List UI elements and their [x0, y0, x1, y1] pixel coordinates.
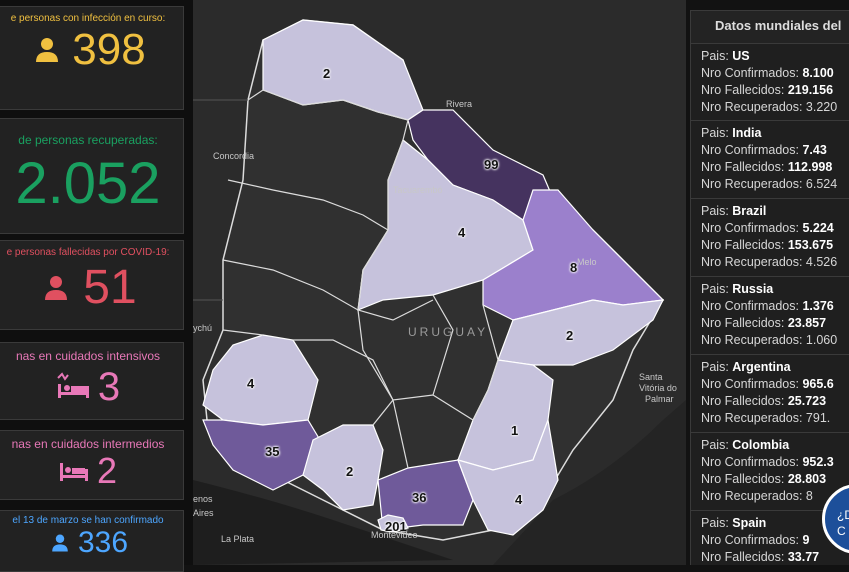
list-item[interactable]: Pais: Argentina Nro Confirmados: 965.6 N… [690, 355, 849, 433]
dept-value-cerro-largo: 8 [570, 260, 578, 275]
list-item[interactable]: Pais: Colombia Nro Confirmados: 952.3 Nr… [690, 433, 849, 511]
active-cases-card: e personas con infección en curso: 398 [0, 6, 184, 110]
dept-value-artigas: 2 [323, 66, 331, 81]
city-rivera: Rivera [446, 99, 473, 109]
help-button-line1: ¿D [837, 508, 849, 522]
dept-value-tacuarembo: 4 [458, 225, 466, 240]
intermediate-care-card: nas en cuidados intermedios 2 [0, 430, 184, 500]
icu-bed-icon [57, 372, 89, 398]
world-data-title: Datos mundiales del [690, 10, 849, 44]
dept-value-maldonado: 4 [515, 492, 523, 507]
dept-san-jose[interactable] [302, 424, 384, 511]
uruguay-map[interactable]: Rivera Concordia Tacuarembó Melo ychú en… [193, 0, 686, 565]
icu-value: 3 [97, 365, 121, 409]
city-tacuarembo: Tacuarembó [393, 185, 443, 195]
deaths-card: e personas fallecidas por COVID-19: 51 [0, 240, 184, 330]
city-santa-vitoria-3: Palmar [645, 394, 674, 404]
intermediate-care-value: 2 [96, 450, 118, 491]
world-data-panel: Datos mundiales del Pais: US Nro Confirm… [686, 0, 849, 565]
dept-value-san-jose: 2 [346, 464, 354, 479]
city-concordia: Concordia [213, 151, 255, 161]
active-cases-value: 398 [72, 25, 146, 74]
dept-value-rivera: 99 [484, 157, 499, 172]
city-paysandu: ychú [193, 323, 213, 333]
list-item[interactable]: Pais: Brazil Nro Confirmados: 5.224 Nro … [690, 199, 849, 277]
total-confirmed-value: 336 [77, 526, 129, 559]
help-button-line2: C [837, 524, 846, 538]
dept-value-montevideo: 201 [385, 519, 407, 534]
dept-value-canelones: 36 [412, 490, 427, 505]
icu-label: nas en cuidados intensivos [15, 349, 161, 363]
city-la-plata: La Plata [221, 534, 255, 544]
dept-value-colonia: 35 [265, 444, 280, 459]
person-icon [52, 534, 68, 552]
list-item[interactable]: Pais: India Nro Confirmados: 7.43 Nro Fa… [690, 121, 849, 199]
list-item[interactable]: Pais: US Nro Confirmados: 8.100 Nro Fall… [690, 43, 849, 121]
intermediate-care-label: nas en cuidados intermedios [11, 437, 165, 451]
deaths-value: 51 [83, 261, 137, 314]
country-list[interactable]: Pais: US Nro Confirmados: 8.100 Nro Fall… [690, 43, 849, 565]
dept-value-treinta-y-tres: 2 [566, 328, 574, 343]
city-buenos-aires-2: Aires [193, 508, 214, 518]
total-confirmed-card: el 13 de marzo se han confirmado 336 [0, 510, 184, 572]
dept-value-lavalleja: 1 [511, 423, 519, 438]
city-montevideo: Montevideo [371, 530, 418, 540]
deaths-label: e personas fallecidas por COVID-19: [6, 247, 170, 258]
recovered-label: de personas recuperadas: [18, 133, 158, 147]
city-buenos-aires-1: enos [193, 494, 213, 504]
city-santa-vitoria-2: Vitória do [639, 383, 677, 393]
list-item[interactable]: Pais: Russia Nro Confirmados: 1.376 Nro … [690, 277, 849, 355]
icu-card: nas en cuidados intensivos 3 [0, 342, 184, 420]
recovered-card: de personas recuperadas: 2.052 [0, 118, 184, 234]
dept-value-soriano: 4 [247, 376, 255, 391]
map-canvas[interactable] [193, 0, 686, 565]
person-icon [45, 276, 68, 300]
dept-montevideo[interactable] [377, 514, 409, 533]
city-melo: Melo [577, 257, 597, 267]
bed-icon [59, 463, 88, 481]
person-icon [36, 38, 59, 62]
dept-maldonado[interactable] [457, 417, 559, 536]
active-cases-label: e personas con infección en curso: [10, 13, 166, 24]
city-santa-vitoria-1: Santa [639, 372, 663, 382]
dept-soriano[interactable] [202, 334, 319, 426]
total-confirmed-label: el 13 de marzo se han confirmado [12, 515, 164, 526]
country-label: URUGUAY [408, 325, 489, 339]
recovered-value: 2.052 [15, 151, 161, 216]
stats-panel: e personas con infección en curso: 398 d… [0, 0, 193, 572]
